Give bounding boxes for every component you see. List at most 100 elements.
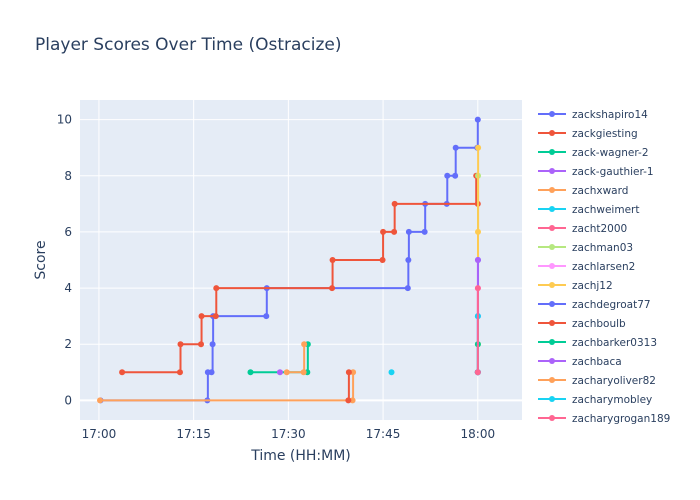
series-zachweimert [388,369,395,376]
data-point[interactable] [474,116,481,123]
legend-swatch-marker [549,168,555,174]
data-point[interactable] [329,257,336,263]
data-point[interactable] [379,257,386,263]
legend-item[interactable]: zack-gauthier-1 [538,166,654,178]
legend-item[interactable]: zachxward [538,185,628,197]
data-point[interactable] [301,341,308,348]
legend-label: zachdegroat77 [572,299,651,311]
series-zachxward [96,369,357,404]
y-tick-label: 10 [57,113,72,127]
x-tick-label: 18:00 [461,427,496,441]
data-point[interactable] [475,228,482,235]
data-point[interactable] [350,369,357,376]
data-point[interactable] [474,257,481,263]
y-tick-label: 8 [64,169,72,183]
legend-item[interactable]: zacharyoliver82 [538,375,656,387]
legend-swatch-marker [549,187,555,193]
data-point[interactable] [444,172,451,179]
legend-item[interactable]: zack-wagner-2 [538,147,649,159]
data-point[interactable] [452,172,459,179]
series-zacharyoliver82 [283,341,308,376]
legend-item[interactable]: zachbarker0313 [538,337,657,349]
data-point[interactable] [405,257,412,263]
y-axis-title: Score [33,240,49,279]
data-point[interactable] [96,397,103,404]
legend-swatch-marker [549,111,555,117]
data-point[interactable] [209,341,216,348]
legend-label: zachj12 [572,280,613,292]
legend-item[interactable]: zachdegroat77 [538,299,651,311]
legend-item[interactable]: zacht2000 [538,223,627,235]
legend-swatch-marker [549,339,555,345]
y-axis-ticks: 0 2 4 6 8 10 [57,113,72,408]
data-point[interactable] [198,313,205,320]
data-point[interactable] [474,369,481,376]
data-point[interactable] [119,369,126,376]
data-point[interactable] [421,228,428,235]
legend-item[interactable]: zacharygrogan189 [538,413,670,425]
legend-label: zacharyoliver82 [572,375,656,387]
legend-label: zacharygrogan189 [572,413,670,425]
legend-swatch-marker [549,396,555,402]
y-tick-label: 2 [64,337,72,351]
data-point[interactable] [247,369,254,376]
legend-swatch-marker [549,377,555,383]
data-point[interactable] [300,369,307,376]
data-point[interactable] [276,369,283,376]
data-point[interactable] [208,369,215,376]
legend-label: zachboulb [572,318,626,330]
series-zacharygrogan189 [474,285,481,376]
data-point[interactable] [345,397,352,404]
legend-swatch-marker [549,130,555,136]
legend-item[interactable]: zachweimert [538,204,639,216]
data-point[interactable] [391,200,398,207]
series-zachboulb [345,369,352,404]
data-point[interactable] [212,313,219,320]
series-zack-gauthier-1 [276,369,283,376]
data-point[interactable] [349,397,356,404]
data-point[interactable] [177,341,184,348]
legend-label: zachbarker0313 [572,337,657,349]
legend-item[interactable]: zachj12 [538,280,613,292]
data-point[interactable] [329,285,336,292]
x-tick-label: 17:15 [176,427,211,441]
x-tick-label: 17:45 [366,427,401,441]
legend-item[interactable]: zachboulb [538,318,626,330]
legend-label: zackshapiro14 [572,109,648,121]
data-point[interactable] [388,369,395,376]
legend-swatch-marker [549,149,555,155]
data-point[interactable] [391,228,398,235]
x-tick-label: 17:30 [271,427,306,441]
data-point[interactable] [176,369,183,376]
data-point[interactable] [345,369,352,376]
legend-item[interactable]: zacharymobley [538,394,652,406]
data-point[interactable] [475,144,482,151]
data-point[interactable] [263,313,270,320]
series-line [347,372,350,402]
legend-label: zachlarsen2 [572,261,635,273]
data-point[interactable] [474,285,481,292]
legend-item[interactable]: zackshapiro14 [538,109,648,121]
data-point[interactable] [405,228,412,235]
legend-item[interactable]: zackgiesting [538,128,638,140]
y-tick-label: 4 [64,281,72,295]
legend-item[interactable]: zachlarsen2 [538,261,635,273]
x-tick-label: 17:00 [82,427,117,441]
legend-swatch-marker [549,282,555,288]
legend-item[interactable]: zachman03 [538,242,633,254]
data-point[interactable] [380,228,387,235]
legend-swatch-marker [549,301,555,307]
legend-label: zack-wagner-2 [572,147,649,159]
data-point[interactable] [452,144,459,151]
data-point[interactable] [283,369,290,376]
x-axis-ticks: 17:00 17:15 17:30 17:45 18:00 [82,427,495,441]
data-point[interactable] [404,285,411,292]
legend-swatch-marker [549,415,555,421]
data-point[interactable] [213,285,220,292]
y-tick-label: 6 [64,225,72,239]
legend-item[interactable]: zachbaca [538,356,622,368]
legend-swatch-marker [549,225,555,231]
legend-swatch-marker [549,320,555,326]
data-point[interactable] [198,341,205,348]
